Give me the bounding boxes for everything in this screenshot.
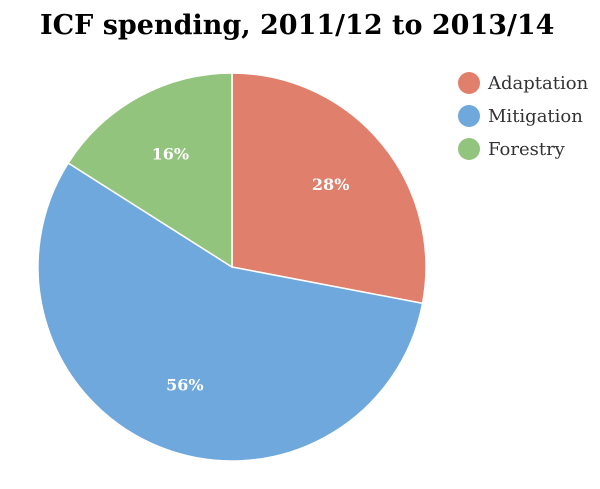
chart-title: ICF spending, 2011/12 to 2013/14 xyxy=(40,10,555,41)
legend-label-forestry: Forestry xyxy=(488,138,565,160)
data-label-mitigation: 56% xyxy=(166,376,203,395)
legend-item-mitigation[interactable]: Mitigation xyxy=(458,105,588,127)
legend-item-adaptation[interactable]: Adaptation xyxy=(458,72,588,94)
data-label-forestry: 16% xyxy=(152,144,189,163)
legend-swatch-adaptation xyxy=(458,72,480,94)
pie-data-labels: 28% 56% 16% xyxy=(152,144,350,394)
legend: Adaptation Mitigation Forestry xyxy=(458,72,588,171)
pie-slice-forestry[interactable] xyxy=(67,72,233,269)
data-label-adaptation: 28% xyxy=(312,175,349,194)
pie-slice-adaptation[interactable] xyxy=(231,72,427,305)
legend-swatch-mitigation xyxy=(458,105,480,127)
pie-slice-mitigation[interactable] xyxy=(37,162,424,462)
legend-label-mitigation: Mitigation xyxy=(488,105,583,127)
legend-label-adaptation: Adaptation xyxy=(488,72,589,94)
legend-swatch-forestry xyxy=(458,138,480,160)
pie-slices xyxy=(37,72,427,462)
legend-item-forestry[interactable]: Forestry xyxy=(458,138,588,160)
